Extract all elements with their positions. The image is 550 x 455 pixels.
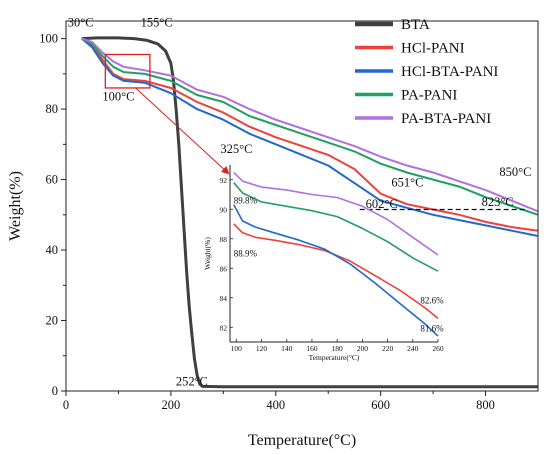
inset-y-tick-label: 92 [220,176,228,185]
y-tick-label: 80 [46,102,59,116]
y-tick-label: 20 [46,314,59,328]
legend-label-pa-pani: PA-PANI [401,88,457,104]
legend-label-bta: BTA [401,17,430,33]
inset-annotation-label: 89.8% [234,195,258,205]
annotation-label: 602°C [366,197,398,211]
x-tick-label: 200 [162,398,181,412]
x-tick-label: 800 [476,398,495,412]
inset-y-tick-label: 90 [220,205,228,214]
annotation-label: 252°C [176,375,208,389]
inset-chart: 100 120 140 160 180 200 220 240 260 82 84 86 88 90 92 T… [203,165,444,362]
inset-x-tick-label: 240 [407,344,419,353]
inset-x-tick-label: 120 [256,344,268,353]
inset-annotation-label: 81.6% [420,324,444,334]
inset-x-tick-label: 100 [231,344,243,353]
x-tick-label: 0 [63,398,69,412]
inset-annotation-label: 88.9% [234,248,258,258]
inset-x-tick-label: 160 [306,344,318,353]
series-line-pa-bta-pani [81,37,539,213]
inset-plot-area [230,165,438,342]
y-tick-label: 40 [46,243,59,257]
annotation-label: 850°C [499,165,531,179]
inset-y-tick-label: 82 [220,323,228,332]
inset-series-line-pa-bta-pani [233,171,439,256]
y-axis-title: Weight(%) [7,171,24,241]
y-tick-label: 0 [52,384,58,398]
main-annotations: 30°C 155°C 100°C 325°C 651°C 602°C 823°C 850°C 2… [68,15,532,388]
legend-label-hcl-bta-pani: HCl-BTA-PANI [401,64,498,80]
x-axis-title: Temperature(°C) [248,432,356,449]
x-tick-label: 400 [266,398,285,412]
inset-x-tick-label: 220 [382,344,394,353]
y-tick-label: 60 [46,173,59,187]
inset-series-line-pa-pani [233,182,439,272]
series-line-hcl-pani [81,37,539,232]
annotation-label: 155°C [141,15,173,29]
x-tick-label: 600 [371,398,390,412]
inset-x-tick-label: 180 [332,344,344,353]
annotation-label: 651°C [391,176,423,190]
inset-y-tick-label: 86 [220,264,228,273]
inset-x-axis-title: Temperature(°C) [309,353,360,362]
inset-y-tick-label: 88 [220,235,228,244]
annotation-label: 823°C [482,195,514,209]
y-tick-label: 100 [39,32,58,46]
zoom-arrow [135,87,230,175]
main-axes: 0 200 400 600 800 0 20 40 60 80 100 [39,20,539,412]
series-line-hcl-bta-pani [81,37,539,237]
series-line-pa-pani [81,37,539,216]
inset-x-tick-label: 200 [357,344,369,353]
legend-label-pa-bta-pani: PA-BTA-PANI [401,111,491,127]
plot-frame [65,20,539,392]
main-series-lines [81,36,539,389]
legend-label-hcl-pani: HCl-PANI [401,41,465,57]
inset-series-line-hcl-pani [233,223,439,320]
legend: BTA HCl-PANI HCl-BTA-PANI PA-PANI PA-BTA-PAN… [355,17,498,127]
inset-background [230,165,438,342]
series-line-bta [81,36,538,389]
annotation-label: 100°C [102,89,134,103]
inset-y-axis-title: Weight(%) [203,237,212,270]
annotation-label: 30°C [68,15,94,29]
annotation-label: 325°C [220,142,252,156]
inset-annotation-label: 82.6% [420,296,444,306]
inset-x-tick-label: 260 [432,344,444,353]
inset-series-line-hcl-bta-pani [233,204,439,337]
zoom-box [104,53,151,89]
inset-y-tick-label: 84 [220,294,228,303]
inset-x-tick-label: 140 [281,344,293,353]
